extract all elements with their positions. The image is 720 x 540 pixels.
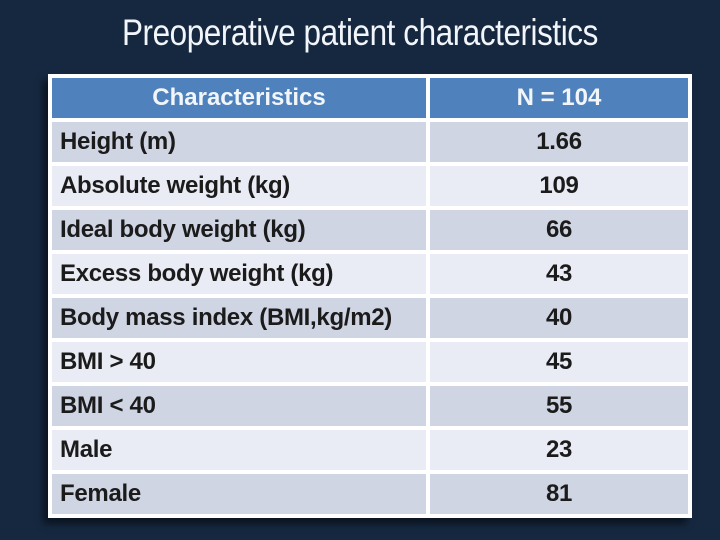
table-row: BMI > 40 45 (52, 342, 688, 382)
row-label: Female (52, 474, 426, 514)
characteristics-table: Characteristics N = 104 Height (m) 1.66 … (48, 74, 692, 518)
row-label: Body mass index (BMI,kg/m2) (52, 298, 426, 338)
page-title: Preoperative patient characteristics (0, 8, 720, 58)
row-label: Absolute weight (kg) (52, 166, 426, 206)
characteristics-table-container: Characteristics N = 104 Height (m) 1.66 … (48, 74, 692, 518)
row-value: 55 (430, 386, 688, 426)
table-row: Male 23 (52, 430, 688, 470)
table-row: BMI < 40 55 (52, 386, 688, 426)
row-label: Excess body weight (kg) (52, 254, 426, 294)
row-label: BMI < 40 (52, 386, 426, 426)
table-row: Ideal body weight (kg) 66 (52, 210, 688, 250)
row-value: 66 (430, 210, 688, 250)
row-label: BMI > 40 (52, 342, 426, 382)
table-row: Female 81 (52, 474, 688, 514)
row-value: 1.66 (430, 122, 688, 162)
table-row: Absolute weight (kg) 109 (52, 166, 688, 206)
row-label: Ideal body weight (kg) (52, 210, 426, 250)
row-value: 23 (430, 430, 688, 470)
table-header-row: Characteristics N = 104 (52, 78, 688, 118)
table-row: Height (m) 1.66 (52, 122, 688, 162)
page-title-text: Preoperative patient characteristics (122, 12, 598, 53)
column-header-characteristics: Characteristics (52, 78, 426, 118)
row-value: 40 (430, 298, 688, 338)
row-value: 43 (430, 254, 688, 294)
row-label: Height (m) (52, 122, 426, 162)
row-value: 45 (430, 342, 688, 382)
row-value: 81 (430, 474, 688, 514)
row-label: Male (52, 430, 426, 470)
row-value: 109 (430, 166, 688, 206)
table-row: Excess body weight (kg) 43 (52, 254, 688, 294)
table-row: Body mass index (BMI,kg/m2) 40 (52, 298, 688, 338)
column-header-n: N = 104 (430, 78, 688, 118)
